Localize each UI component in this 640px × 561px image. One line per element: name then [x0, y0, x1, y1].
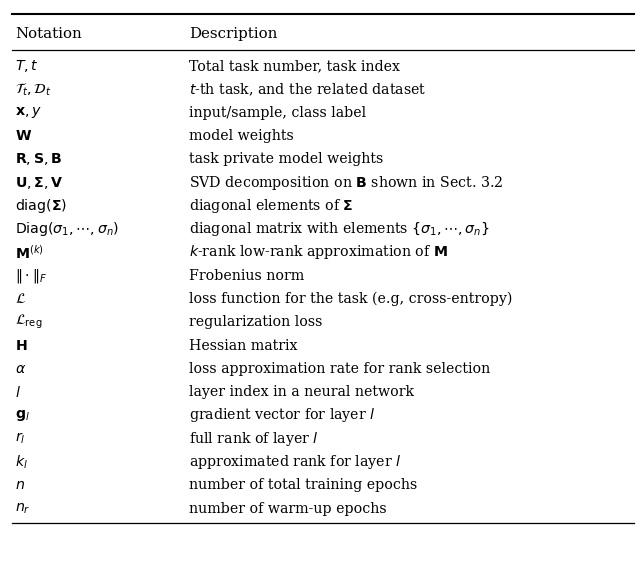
Text: task private model weights: task private model weights — [189, 153, 383, 166]
Text: $l$: $l$ — [15, 385, 20, 399]
Text: $\mathcal{L}_{\mathrm{reg}}$: $\mathcal{L}_{\mathrm{reg}}$ — [15, 313, 42, 332]
Text: $\mathbf{W}$: $\mathbf{W}$ — [15, 129, 32, 143]
Text: $r_l$: $r_l$ — [15, 431, 25, 447]
Text: loss function for the task (e.g, cross-entropy): loss function for the task (e.g, cross-e… — [189, 292, 512, 306]
Text: approximated rank for layer $l$: approximated rank for layer $l$ — [189, 453, 401, 471]
Text: model weights: model weights — [189, 129, 294, 143]
Text: number of warm-up epochs: number of warm-up epochs — [189, 502, 387, 516]
Text: $\alpha$: $\alpha$ — [15, 362, 26, 376]
Text: Description: Description — [189, 27, 277, 40]
Text: $t$-th task, and the related dataset: $t$-th task, and the related dataset — [189, 81, 426, 98]
Text: $\mathrm{Diag}(\sigma_1, \cdots, \sigma_n)$: $\mathrm{Diag}(\sigma_1, \cdots, \sigma_… — [15, 220, 119, 238]
Text: $\mathbf{M}^{(k)}$: $\mathbf{M}^{(k)}$ — [15, 243, 44, 261]
Text: $k$-rank low-rank approximation of $\mathbf{M}$: $k$-rank low-rank approximation of $\mat… — [189, 243, 447, 261]
Text: diagonal matrix with elements $\{\sigma_1, \cdots, \sigma_n\}$: diagonal matrix with elements $\{\sigma_… — [189, 220, 490, 238]
Text: diagonal elements of $\boldsymbol{\Sigma}$: diagonal elements of $\boldsymbol{\Sigma… — [189, 197, 353, 215]
Text: $\mathbf{x}, y$: $\mathbf{x}, y$ — [15, 105, 42, 120]
Text: $\mathbf{R}, \mathbf{S}, \mathbf{B}$: $\mathbf{R}, \mathbf{S}, \mathbf{B}$ — [15, 151, 62, 167]
Text: number of total training epochs: number of total training epochs — [189, 479, 417, 492]
Text: input/sample, class label: input/sample, class label — [189, 106, 366, 119]
Text: $n_r$: $n_r$ — [15, 502, 30, 516]
Text: full rank of layer $l$: full rank of layer $l$ — [189, 430, 319, 448]
Text: $k_l$: $k_l$ — [15, 453, 28, 471]
Text: $\mathrm{diag}(\boldsymbol{\Sigma})$: $\mathrm{diag}(\boldsymbol{\Sigma})$ — [15, 197, 67, 215]
Text: $n$: $n$ — [15, 479, 25, 492]
Text: Frobenius norm: Frobenius norm — [189, 269, 304, 283]
Text: loss approximation rate for rank selection: loss approximation rate for rank selecti… — [189, 362, 490, 376]
Text: Hessian matrix: Hessian matrix — [189, 339, 298, 352]
Text: $\|\cdot\|_F$: $\|\cdot\|_F$ — [15, 266, 47, 285]
Text: $\mathbf{g}_l$: $\mathbf{g}_l$ — [15, 408, 29, 423]
Text: $T,t$: $T,t$ — [15, 58, 38, 74]
Text: regularization loss: regularization loss — [189, 315, 322, 329]
Text: $\mathcal{L}$: $\mathcal{L}$ — [15, 292, 26, 306]
Text: gradient vector for layer $l$: gradient vector for layer $l$ — [189, 406, 375, 425]
Text: SVD decomposition on $\mathbf{B}$ shown in Sect. 3.2: SVD decomposition on $\mathbf{B}$ shown … — [189, 173, 502, 192]
Text: $\mathbf{U}, \boldsymbol{\Sigma}, \mathbf{V}$: $\mathbf{U}, \boldsymbol{\Sigma}, \mathb… — [15, 174, 63, 191]
Text: Notation: Notation — [15, 27, 81, 40]
Text: Total task number, task index: Total task number, task index — [189, 59, 400, 73]
Text: $\mathbf{H}$: $\mathbf{H}$ — [15, 339, 28, 352]
Text: layer index in a neural network: layer index in a neural network — [189, 385, 414, 399]
Text: $\mathcal{T}_t,\mathcal{D}_t$: $\mathcal{T}_t,\mathcal{D}_t$ — [15, 81, 51, 98]
